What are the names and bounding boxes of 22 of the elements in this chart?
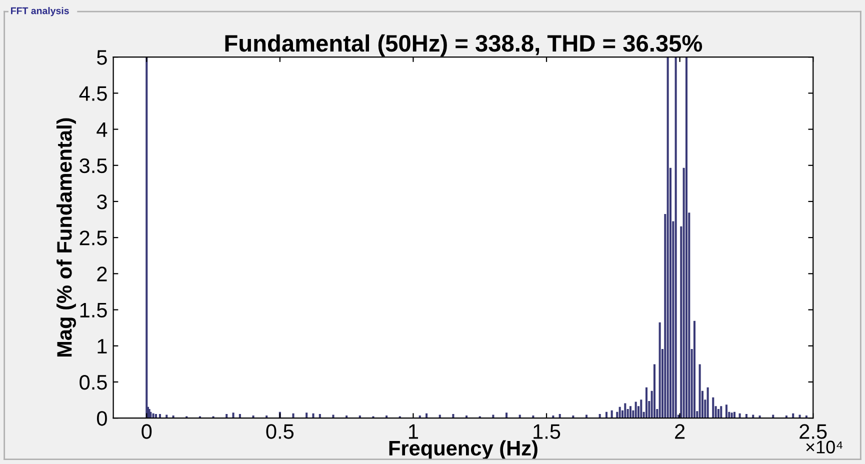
x-tick-label: 2 [675,424,685,439]
y-tick-label: 2.5 [80,230,107,246]
y-tick-label: 3 [96,194,107,210]
x-tick-label: 1.5 [534,424,560,439]
y-tick-label: 1.5 [80,302,107,318]
y-tick-label: 1 [98,339,107,354]
x-tick-label: 0.5 [266,424,294,439]
y-tick-label: 0.5 [80,374,107,390]
y-tick-label: 4.5 [79,86,107,101]
x-tick-label: 1 [409,424,418,439]
chart-title: Fundamental (50Hz) = 338.8, THD = 36.35% [225,34,702,56]
y-tick-label: 0 [96,411,107,426]
x-axis-title: Frequency (Hz) [389,440,538,460]
text: ×10⁴ [806,440,842,454]
y-tick-label: 3.5 [80,158,107,174]
text: FFT analysis [11,7,69,16]
y-tick-label: 2 [97,266,107,282]
y-axis-title: Mag (% of Fundamental) [56,118,76,357]
y-tick-label: 4 [96,122,108,137]
y-tick-label: 5 [97,50,107,65]
x-tick-label: 2.5 [800,424,827,439]
x-tick-label: 0 [142,424,152,439]
